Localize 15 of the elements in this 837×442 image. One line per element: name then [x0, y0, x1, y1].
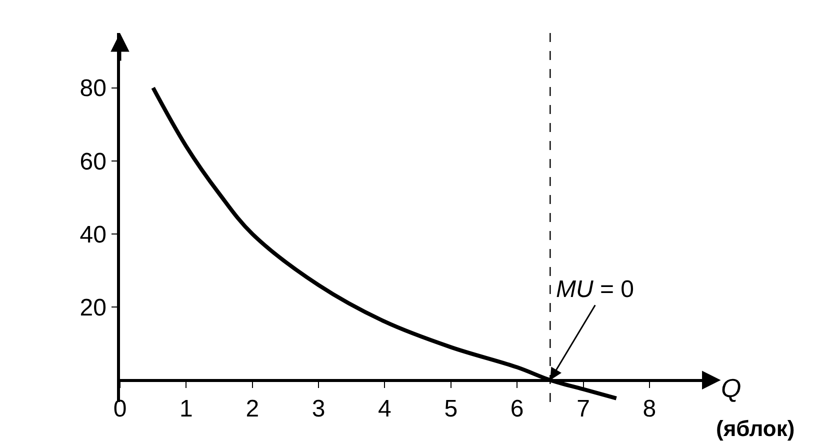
- x-axis-title: Q: [721, 373, 742, 403]
- y-tick-label: 80: [80, 75, 106, 102]
- x-tick-label: 4: [378, 396, 392, 423]
- x-tick-label: 5: [444, 396, 458, 423]
- y-tick-label: 60: [80, 148, 106, 176]
- x-tick-label: 2: [246, 396, 260, 423]
- x-tick-label: 7: [576, 396, 590, 423]
- x-tick-label: 3: [312, 396, 326, 423]
- x-tick-label: 8: [642, 396, 656, 423]
- y-tick-label: 40: [80, 221, 106, 248]
- annotation: MU = 0: [556, 276, 634, 303]
- x-tick-label: 6: [510, 396, 524, 423]
- text: (яблок): [716, 416, 795, 441]
- x-tick-label: 1: [180, 396, 193, 423]
- y-tick-label: 20: [80, 294, 106, 322]
